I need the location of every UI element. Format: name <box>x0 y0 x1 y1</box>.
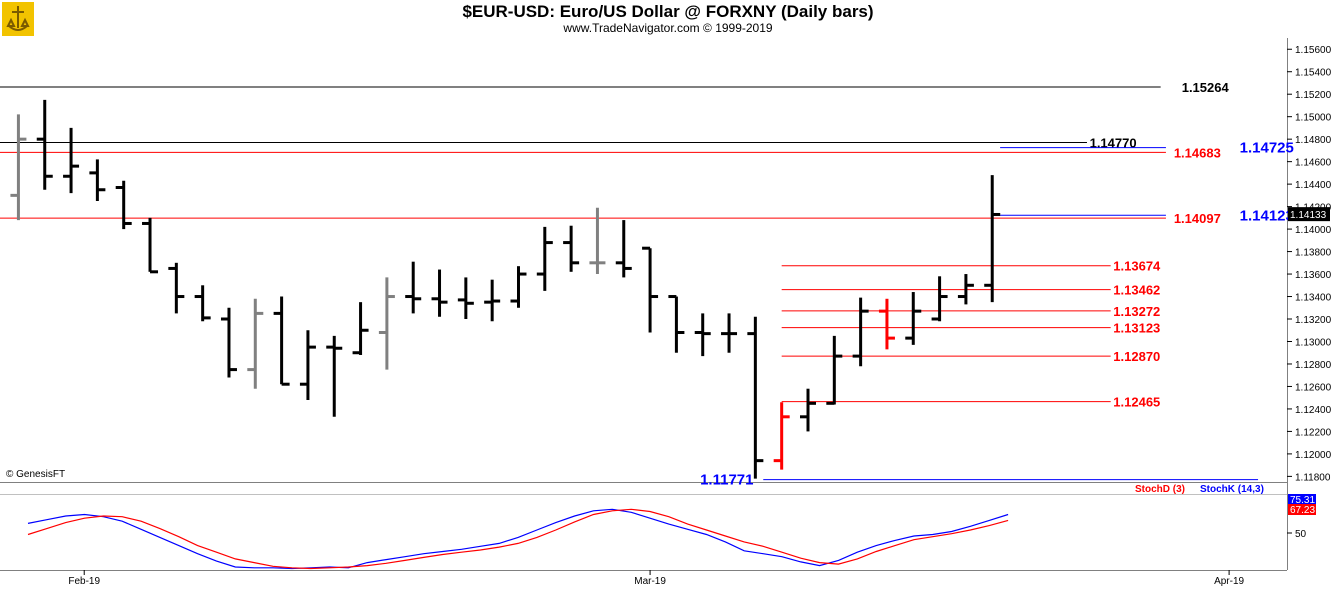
price-tick-label: 1.12600 <box>1295 382 1332 393</box>
ohlc-bar <box>431 269 448 317</box>
stoch-last-value-box <box>1288 504 1316 515</box>
price-tick-label: 1.15600 <box>1295 45 1332 56</box>
ohlc-bar <box>642 246 659 333</box>
price-tick-label: 1.14000 <box>1295 225 1332 236</box>
price-tick-label: 1.12000 <box>1295 450 1332 461</box>
stoch-legend-entry: StochK (14,3) <box>1200 484 1264 495</box>
ohlc-bar <box>142 217 159 274</box>
chart-frame <box>0 38 1288 571</box>
level-label: 1.11771 <box>700 472 753 489</box>
price-tick-label: 1.11800 <box>1295 472 1331 483</box>
price-axis: 1.15600 1.15400 1.15200 1.15000 1.14800 1.146… <box>1287 45 1332 483</box>
stoch-line <box>27 508 1009 570</box>
price-tick-label: 1.13200 <box>1295 315 1332 326</box>
price-tick-label: 1.12200 <box>1295 427 1332 438</box>
last-price-box <box>1288 207 1330 222</box>
ohlc-bar <box>957 274 974 305</box>
ohlc-bar <box>10 114 27 221</box>
ohlc-bar <box>510 266 527 308</box>
level-label: 1.13674 <box>1113 259 1161 274</box>
price-tick-label: 1.13400 <box>1295 293 1332 304</box>
last-price-label: 1.14133 <box>1290 210 1327 221</box>
price-tick-label: 1.12800 <box>1295 360 1332 371</box>
date-axis: Feb-19 Mar-19 Apr-19 <box>68 570 1245 587</box>
stoch-line <box>27 508 1009 570</box>
stoch-last-value-box <box>1288 494 1316 505</box>
copyright-label: © GenesisFT <box>6 469 66 480</box>
chart-subtitle: www.TradeNavigator.com © 1999-2019 <box>563 21 773 35</box>
ohlc-bar <box>63 127 80 194</box>
chart-header: $EUR-USD: Euro/US Dollar @ FORXNY (Daily… <box>0 0 1336 38</box>
level-label: 1.13272 <box>1113 304 1160 319</box>
ohlc-bar <box>405 261 422 314</box>
ohlc-bar <box>36 99 53 190</box>
ohlc-bar <box>984 175 1001 303</box>
ohlc-bar <box>668 295 685 353</box>
ohlc-bar <box>299 330 316 400</box>
date-tick-label: Apr-19 <box>1214 576 1244 587</box>
ohlc-bar <box>826 335 843 405</box>
ohlc-bar <box>168 262 185 314</box>
level-label: 1.13462 <box>1113 283 1160 298</box>
price-tick-label: 1.15200 <box>1295 90 1332 101</box>
level-label: 1.12870 <box>1113 349 1160 364</box>
ohlc-bar <box>273 296 290 386</box>
level-label: 1.14123 <box>1240 207 1294 224</box>
stoch-legend-entry: StochD (3) <box>1135 484 1185 495</box>
stoch-tick-label: 50 <box>1295 529 1307 540</box>
ohlc-bar <box>89 159 106 201</box>
ohlc-bar <box>694 313 711 357</box>
level-label: 1.15264 <box>1182 80 1230 95</box>
ohlc-bar <box>905 292 922 345</box>
price-panel-bg <box>0 38 1287 482</box>
ohlc-bar <box>878 298 895 350</box>
stoch-last-value-label: 67.23 <box>1290 505 1315 516</box>
price-tick-label: 1.15000 <box>1295 113 1332 124</box>
ohlc-bar <box>484 279 501 322</box>
level-label: 1.14770 <box>1090 136 1137 151</box>
ohlc-bar <box>799 388 816 432</box>
ohlc-bar <box>773 402 790 470</box>
ohlc-bar <box>852 297 869 367</box>
price-tick-label: 1.13000 <box>1295 337 1332 348</box>
ohlc-bar <box>721 313 738 353</box>
price-tick-label: 1.14600 <box>1295 158 1332 169</box>
price-tick-label: 1.12400 <box>1295 405 1332 416</box>
genesis-logo-icon <box>2 2 34 36</box>
price-tick-label: 1.15400 <box>1295 68 1332 79</box>
price-tick-label: 1.13800 <box>1295 248 1332 259</box>
level-label: 1.13123 <box>1113 321 1160 336</box>
ohlc-bars <box>10 99 1001 479</box>
date-tick-label: Feb-19 <box>68 576 100 587</box>
ohlc-bar <box>378 277 395 370</box>
ohlc-bar <box>563 225 580 272</box>
level-label: 1.14097 <box>1174 211 1221 226</box>
chart-title: $EUR-USD: Euro/US Dollar @ FORXNY (Daily… <box>462 2 874 21</box>
ohlc-bar <box>352 302 369 355</box>
ohlc-bar <box>747 316 764 479</box>
level-label: 1.14683 <box>1174 145 1221 160</box>
ohlc-bar <box>457 277 474 320</box>
level-lines: 1.15264 1.14770 1.14725 1.14683 1.14123 1.140… <box>0 80 1294 489</box>
stoch-last-value-label: 75.31 <box>1290 495 1315 506</box>
ohlc-bar <box>931 276 948 322</box>
ohlc-bar <box>115 180 132 230</box>
price-tick-label: 1.13600 <box>1295 270 1332 281</box>
ohlc-bar <box>220 307 237 378</box>
level-label: 1.14725 <box>1240 140 1294 157</box>
ohlc-bar <box>247 298 264 389</box>
level-label: 1.12465 <box>1113 395 1160 410</box>
date-tick-label: Mar-19 <box>634 576 666 587</box>
ohlc-bar <box>194 285 211 322</box>
price-tick-label: 1.14400 <box>1295 180 1332 191</box>
ohlc-bar <box>615 220 632 278</box>
ohlc-bar <box>536 226 553 291</box>
ohlc-bar <box>326 335 343 417</box>
ohlc-bar <box>589 207 606 275</box>
price-tick-label: 1.14800 <box>1295 135 1332 146</box>
